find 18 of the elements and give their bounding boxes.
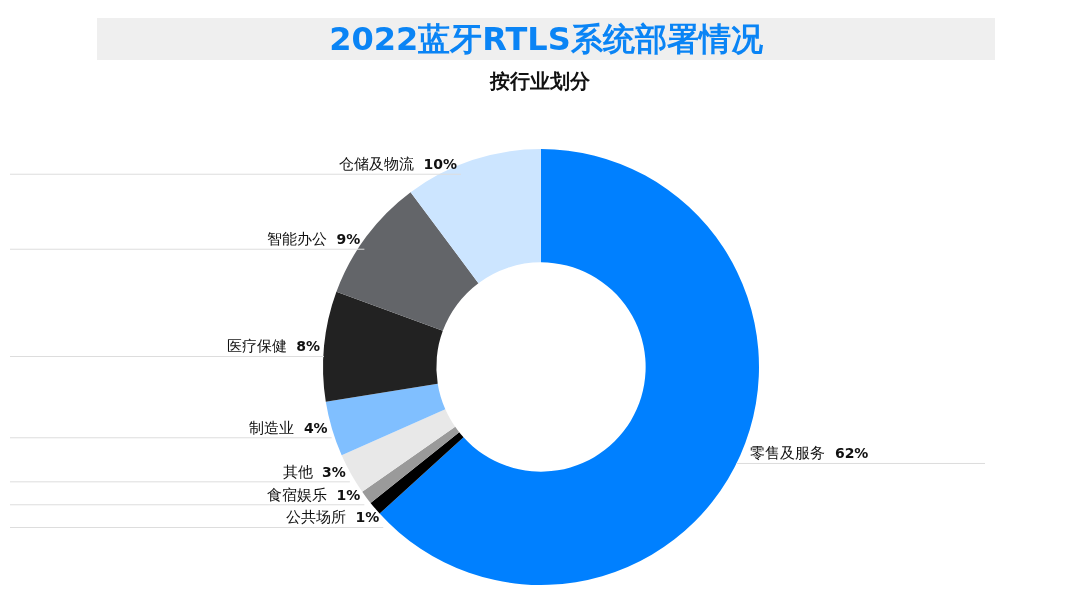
data-label: 9% <box>336 231 361 248</box>
slice-label: 零售及服务 <box>750 444 826 463</box>
data-label: 1% <box>355 509 380 526</box>
data-label: 8% <box>296 338 320 355</box>
slice-label: 食宿娱乐 <box>267 485 328 504</box>
slice-label: 公共场所 <box>285 508 346 527</box>
slice-label: 智能办公 <box>267 230 328 249</box>
chart-subtitle: 按行业划分 <box>488 68 591 95</box>
slice-label: 其他 <box>282 462 313 481</box>
data-label: 62% <box>834 445 869 462</box>
data-label: 10% <box>423 156 457 173</box>
data-label: 1% <box>336 486 361 503</box>
data-label: 4% <box>303 419 328 436</box>
data-label: 3% <box>322 463 346 480</box>
slice-label: 仓储及物流 <box>338 155 414 174</box>
slice-label: 制造业 <box>249 418 295 437</box>
slice-label: 医疗保健 <box>226 337 287 356</box>
chart-title: 2022蓝牙RTLS系统部署情况 <box>97 18 995 60</box>
